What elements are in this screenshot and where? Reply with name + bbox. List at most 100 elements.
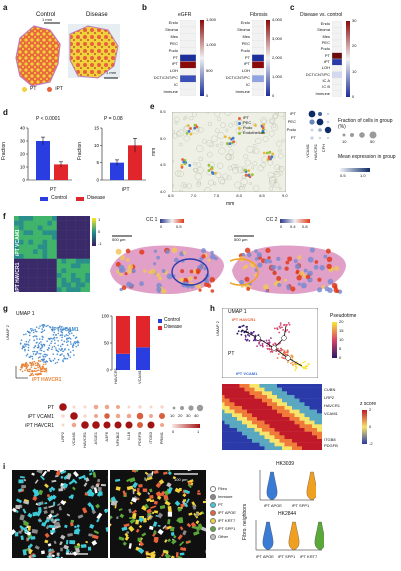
cell-outline	[278, 166, 282, 170]
segmented-cell	[18, 530, 22, 534]
vcam1-cell	[41, 359, 44, 362]
heatmap-cell	[307, 428, 310, 432]
correlation-cell	[33, 216, 38, 221]
segmented-cell	[80, 544, 87, 549]
segmented-cell	[53, 521, 60, 527]
segmented-cell	[105, 526, 108, 532]
vcam1-cell	[28, 356, 31, 359]
correlation-cell	[80, 254, 86, 259]
heatmap-cell	[309, 398, 313, 403]
vcam1-cell	[63, 355, 65, 357]
trajectory-cell	[244, 335, 247, 338]
correlation-cell	[18, 244, 24, 250]
e-legend-label: iPT	[243, 115, 249, 120]
heatmap-cell	[224, 384, 228, 388]
heatmap-cell	[314, 417, 318, 421]
niche-cell	[161, 269, 166, 273]
correlation-cell	[23, 220, 29, 226]
segmented-cell	[172, 476, 177, 480]
havcr1-cell	[23, 365, 26, 367]
heatmap-cell	[277, 391, 280, 396]
niche-cell	[124, 272, 128, 276]
correlation-cell	[80, 235, 86, 240]
trajectory-cell	[270, 337, 272, 339]
segmented-cell	[197, 490, 200, 493]
heatmap-cell	[282, 442, 285, 447]
e-xtick: 8.5	[259, 193, 265, 198]
niche-cell	[287, 256, 293, 262]
vcam1-cell	[52, 334, 55, 336]
segmented-cell	[31, 528, 38, 534]
heatmap-cell	[269, 413, 273, 418]
correlation-cell	[23, 254, 29, 259]
g-dot-row: iPT HAVCR1	[25, 423, 54, 429]
vcam1-cell	[61, 347, 63, 350]
havcr1-cell	[39, 360, 41, 362]
heatmap-cell	[239, 435, 243, 440]
heatmap-cell	[282, 417, 285, 421]
heatmap-cell	[244, 446, 248, 450]
heatmap-cell	[239, 439, 243, 443]
panel-e-mean-tick-1: 0.5	[340, 173, 346, 178]
heatmap-cell	[252, 387, 255, 392]
vcam1-cell	[57, 330, 60, 332]
heatmap-cell	[259, 435, 263, 440]
heatmap-cell	[252, 428, 255, 432]
g-dot	[126, 413, 132, 419]
row-label: DCT/CNT/PC	[225, 75, 250, 81]
heatmap-cell	[272, 428, 275, 432]
heatmap-cell	[282, 431, 285, 436]
correlation-cell	[28, 263, 34, 269]
segmented-cell	[182, 530, 187, 536]
heatmap-cell	[244, 406, 248, 410]
segmented-cell	[152, 511, 154, 514]
heatmap-cell	[282, 395, 285, 399]
segmented-cell	[165, 498, 169, 502]
heatmap-cell	[259, 442, 263, 447]
correlation-cell	[61, 225, 67, 231]
panel-g-bar-cat-vcam1: VCAM1	[137, 370, 142, 384]
heatmap-cell	[259, 395, 263, 399]
heatmap-cell	[319, 402, 322, 407]
cell-outline	[215, 128, 220, 134]
heatmap-cell	[277, 435, 280, 440]
trajectory-cell	[257, 333, 260, 336]
heatmap-cell	[317, 420, 320, 425]
cell-outline	[236, 119, 244, 127]
heatmap-cell	[312, 428, 315, 432]
disease-tick: 30	[352, 18, 357, 23]
heatmap-cell	[234, 409, 238, 414]
heatmap-cell	[267, 398, 270, 403]
vcam1-cell	[67, 337, 70, 340]
segmented-cell	[53, 501, 56, 506]
vcam1-cell	[39, 353, 42, 355]
segmented-cell	[89, 523, 95, 529]
trajectory-cell	[286, 361, 289, 364]
segmented-cell	[138, 524, 143, 529]
correlation-cell	[61, 273, 67, 278]
correlation-cell	[61, 220, 67, 226]
segmented-cell	[27, 512, 33, 519]
segmented-cell	[12, 529, 16, 536]
havcr1-cell	[31, 369, 34, 372]
heatmap-cell	[274, 391, 278, 396]
segmented-cell	[155, 482, 162, 489]
e-legend-swatch	[238, 126, 241, 130]
segmented-cell	[22, 508, 27, 514]
heatmap-cell	[254, 387, 258, 392]
heatmap-cell	[282, 387, 285, 392]
heatmap-cell	[314, 428, 318, 432]
heatmap-cell	[259, 439, 263, 443]
segmented-cell	[153, 530, 157, 535]
heatmap-cell	[239, 409, 243, 414]
segmented-cell	[50, 550, 54, 554]
correlation-cell	[37, 216, 43, 221]
segmented-cell	[177, 555, 183, 558]
vcam1-cell	[67, 340, 69, 343]
egfr-cell	[180, 68, 196, 76]
heatmap-cell	[284, 435, 288, 440]
heatmap-cell	[244, 391, 248, 396]
heatmap-cell	[264, 424, 268, 429]
heatmap-cell	[284, 384, 288, 388]
pt-legend-label: PT	[30, 86, 37, 92]
